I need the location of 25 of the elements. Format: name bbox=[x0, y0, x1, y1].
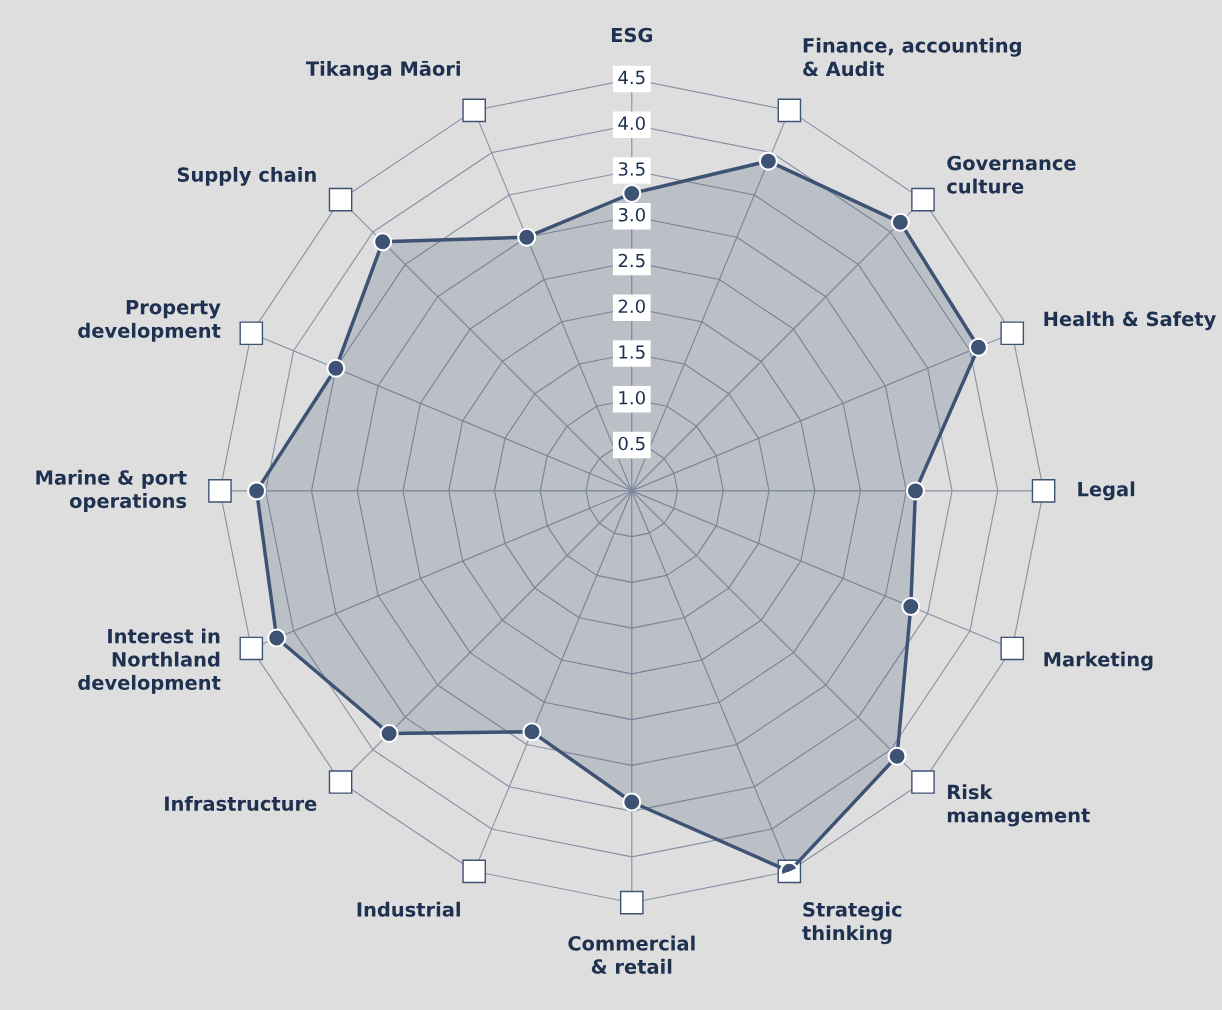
y-tick-label: 1.0 bbox=[619, 390, 645, 405]
spoke-label: Finance, accounting & Audit bbox=[803, 37, 1021, 77]
spoke-label: Tikanga Māori bbox=[305, 60, 460, 80]
spoke-label: Strategic thinking bbox=[802, 901, 902, 945]
spoke-label: Interest in Northland development bbox=[78, 628, 221, 694]
spoke-label: Risk management bbox=[947, 784, 1090, 827]
spoke-label: Commercial & retail bbox=[568, 935, 695, 974]
spoke-label: Supply chain bbox=[177, 166, 316, 186]
y-tick-label: 4.5 bbox=[618, 70, 645, 85]
spoke-label: Health & Safety bbox=[1044, 311, 1216, 331]
spoke-label: ESG bbox=[611, 27, 652, 43]
y-tick-label: 2.5 bbox=[618, 253, 645, 268]
y-tick-label: 3.5 bbox=[618, 162, 645, 176]
spoke-label: Marine & port operations bbox=[36, 469, 187, 512]
spoke-label: Legal bbox=[1078, 481, 1135, 501]
y-tick-label: 0.5 bbox=[618, 436, 645, 451]
y-tick-label: 1.5 bbox=[619, 345, 645, 359]
y-tick-label: 4.0 bbox=[618, 116, 645, 131]
spoke-label: Governance culture bbox=[947, 155, 1076, 194]
y-tick-label: 3.0 bbox=[618, 207, 645, 222]
spoke-label: Property development bbox=[78, 300, 221, 342]
y-tick-label: 2.0 bbox=[618, 299, 645, 314]
spoke-label: Industrial bbox=[357, 901, 460, 917]
spoke-label: Marketing bbox=[1044, 651, 1153, 671]
spoke-label: Infrastructure bbox=[165, 795, 317, 811]
